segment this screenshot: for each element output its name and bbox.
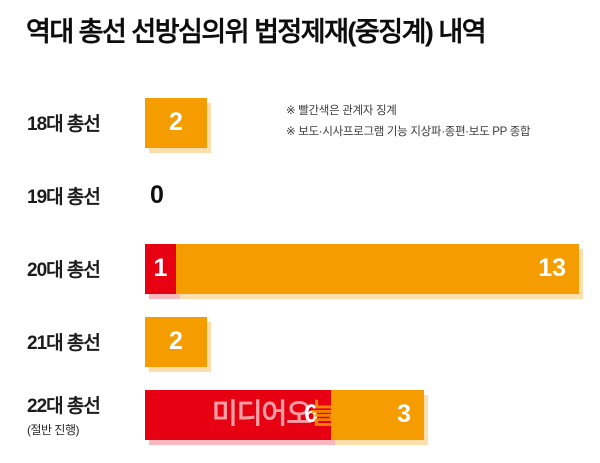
- footnotes: ※ 빨간색은 관계자 징계 ※ 보도·시사프로그램 기능 지상파·종편·보도 P…: [286, 101, 531, 144]
- bar-segment-red: 6: [145, 389, 331, 440]
- bar-segment-red: 1: [145, 243, 176, 294]
- category-label: 19대 총선: [27, 187, 101, 208]
- footnote-scope: ※ 보도·시사프로그램 기능 지상파·종편·보도 PP 종합: [286, 126, 531, 139]
- chart-row-22: 22대 총선 (절반 진행) 6 3: [0, 378, 600, 451]
- chart-row-19: 19대 총선 0 0 0: [0, 159, 600, 232]
- bar-track: 0 2: [145, 316, 600, 367]
- category-label-wrap: 20대 총선: [0, 255, 145, 282]
- category-label: 21대 총선: [27, 333, 101, 354]
- bar-value: 1: [153, 254, 168, 282]
- bar-track: 0 2: [145, 97, 600, 148]
- bar-segment-orange: 13: [176, 243, 579, 294]
- chart-row-20: 20대 총선 1 13: [0, 232, 600, 305]
- bar-segment-orange: 2: [145, 97, 207, 148]
- footnote-red-meaning: ※ 빨간색은 관계자 징계: [286, 105, 397, 117]
- chart-row-21: 21대 총선 0 2: [0, 305, 600, 378]
- bar-track: 6 3: [145, 389, 600, 440]
- chart-title: 역대 총선 선방심의위 법정제재(중징계) 내역: [26, 17, 487, 47]
- bar-value: 2: [169, 327, 183, 355]
- category-label: 18대 총선: [27, 114, 101, 135]
- bar-track: 1 13: [145, 243, 600, 294]
- category-sublabel: (절반 진행): [27, 423, 80, 437]
- bar-value: 13: [538, 254, 566, 282]
- category-label-wrap: 19대 총선: [0, 182, 145, 209]
- bar-value: 2: [169, 108, 183, 136]
- bar-segment-orange: 2: [145, 316, 207, 367]
- bar-value: 3: [397, 400, 411, 428]
- category-label: 20대 총선: [27, 260, 101, 281]
- category-label: 22대 총선: [27, 396, 101, 417]
- bar-value: 6: [304, 400, 318, 428]
- category-label-wrap: 21대 총선: [0, 328, 145, 355]
- bar-segment-orange: 3: [331, 389, 424, 440]
- zero-value: 0: [150, 181, 164, 209]
- bar-chart: 18대 총선 0 2 19대 총선 0 0 0 20대 총선 1: [0, 86, 600, 451]
- category-label-wrap: 22대 총선 (절반 진행): [0, 391, 145, 438]
- chart-row-18: 18대 총선 0 2: [0, 86, 600, 159]
- bar-track: 0 0 0: [145, 171, 600, 221]
- category-label-wrap: 18대 총선: [0, 109, 145, 136]
